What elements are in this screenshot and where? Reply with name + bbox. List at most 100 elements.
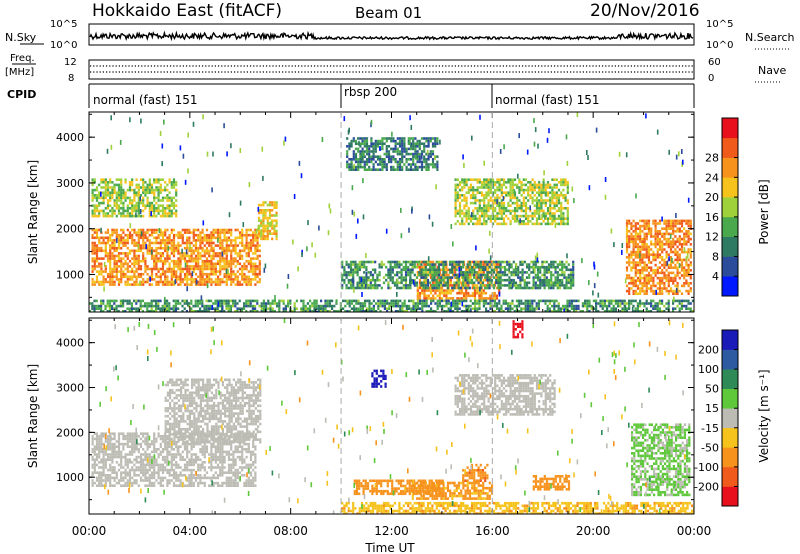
heatmap-cell bbox=[641, 258, 644, 262]
heatmap-cell bbox=[164, 249, 167, 253]
heatmap-cell bbox=[423, 278, 426, 282]
heatmap-cell bbox=[227, 272, 231, 276]
heatmap-cell bbox=[678, 243, 681, 246]
heatmap-cell bbox=[98, 262, 101, 266]
heatmap-cell bbox=[196, 310, 199, 312]
heatmap-cell bbox=[412, 137, 415, 140]
heatmap-cell bbox=[461, 209, 464, 213]
heatmap-cell bbox=[396, 273, 399, 277]
heatmap-cell bbox=[183, 257, 187, 260]
heatmap-cell bbox=[480, 289, 483, 292]
heatmap-cell bbox=[412, 163, 415, 166]
heatmap-cell bbox=[527, 181, 530, 184]
heatmap-cell bbox=[632, 282, 635, 285]
heatmap-cell bbox=[245, 241, 248, 245]
heatmap-cell bbox=[221, 228, 224, 232]
heatmap-cell bbox=[374, 281, 377, 285]
heatmap-cell bbox=[93, 194, 96, 197]
heatmap-cell bbox=[392, 147, 395, 151]
heatmap-cell bbox=[555, 183, 558, 187]
heatmap-cell bbox=[115, 278, 118, 281]
heatmap-cell bbox=[416, 145, 419, 148]
heatmap-cell bbox=[687, 250, 690, 254]
heatmap-cell bbox=[230, 257, 233, 260]
heatmap-cell bbox=[424, 278, 427, 282]
heatmap-cell bbox=[422, 286, 425, 290]
heatmap-cell bbox=[221, 239, 224, 242]
heatmap-cell bbox=[658, 219, 662, 223]
heatmap-cell bbox=[443, 304, 446, 308]
heatmap-cell bbox=[386, 310, 389, 312]
heatmap-cell bbox=[208, 236, 211, 240]
heatmap-cell bbox=[212, 257, 215, 260]
heatmap-cell bbox=[186, 241, 189, 245]
heatmap-cell bbox=[566, 201, 569, 205]
heatmap-cell bbox=[518, 214, 521, 218]
heatmap-cell bbox=[527, 194, 530, 197]
heatmap-cell bbox=[552, 263, 555, 266]
heatmap-cell bbox=[201, 265, 204, 268]
heatmap-cell bbox=[554, 265, 557, 269]
heatmap-cell bbox=[456, 278, 459, 282]
heatmap-cell bbox=[115, 310, 118, 312]
heatmap-cell bbox=[113, 188, 116, 192]
heatmap-cell bbox=[555, 194, 558, 197]
heatmap-cell bbox=[148, 204, 151, 207]
heatmap-cell bbox=[667, 243, 670, 246]
heatmap-cell bbox=[128, 270, 132, 273]
heatmap-cell bbox=[120, 239, 123, 242]
nave-right-tick-top: 60 bbox=[708, 57, 721, 68]
heatmap-cell bbox=[516, 199, 519, 202]
heatmap-cell bbox=[483, 220, 486, 223]
heatmap-cell bbox=[513, 196, 517, 200]
heatmap-cell bbox=[539, 276, 542, 279]
heatmap-cell bbox=[528, 268, 531, 272]
heatmap-cell bbox=[150, 191, 154, 194]
heatmap-cell bbox=[443, 299, 446, 303]
heatmap-cell bbox=[284, 304, 287, 308]
heatmap-cell bbox=[111, 233, 114, 237]
heatmap-cell bbox=[489, 188, 492, 192]
heatmap-cell bbox=[672, 271, 675, 275]
heatmap-cell bbox=[262, 219, 265, 222]
heatmap-cell bbox=[183, 278, 187, 281]
heatmap-cell bbox=[266, 229, 269, 233]
heatmap-cell bbox=[273, 229, 276, 233]
heatmap-cell bbox=[194, 254, 198, 258]
heatmap-cell bbox=[196, 304, 199, 308]
heatmap-cell bbox=[628, 222, 631, 225]
heatmap-cell bbox=[155, 207, 158, 210]
heatmap-cell bbox=[557, 209, 561, 213]
heatmap-cell bbox=[166, 199, 169, 202]
heatmap-cell bbox=[240, 310, 243, 312]
heatmap-cell bbox=[232, 302, 235, 305]
heatmap-cell bbox=[254, 267, 257, 271]
heatmap-cell bbox=[201, 275, 204, 279]
heatmap-cell bbox=[225, 304, 228, 308]
heatmap-cell bbox=[343, 278, 346, 282]
heatmap-cell bbox=[381, 165, 384, 169]
heatmap-cell bbox=[680, 284, 684, 288]
heatmap-cell bbox=[446, 284, 449, 287]
heatmap-cell bbox=[159, 310, 162, 312]
heatmap-cell bbox=[148, 181, 151, 184]
heatmap-cell bbox=[152, 299, 155, 303]
heatmap-cell bbox=[445, 302, 448, 305]
heatmap-cell bbox=[432, 260, 435, 264]
heatmap-cell bbox=[416, 165, 419, 169]
heatmap-cell bbox=[404, 268, 408, 272]
heatmap-cell bbox=[462, 276, 465, 279]
heatmap-cell bbox=[389, 273, 392, 277]
heatmap-cell bbox=[676, 245, 679, 249]
heatmap-cell bbox=[111, 196, 114, 200]
heatmap-cell bbox=[135, 249, 138, 253]
heatmap-cell bbox=[415, 284, 419, 287]
heatmap-cell bbox=[472, 188, 475, 192]
heatmap-cell bbox=[392, 168, 395, 171]
heatmap-cell bbox=[476, 222, 479, 226]
heatmap-cell bbox=[689, 232, 692, 236]
heatmap-cell bbox=[538, 183, 541, 187]
heatmap-cell bbox=[473, 273, 476, 277]
heatmap-cell bbox=[453, 265, 456, 269]
heatmap-cell bbox=[309, 307, 312, 310]
